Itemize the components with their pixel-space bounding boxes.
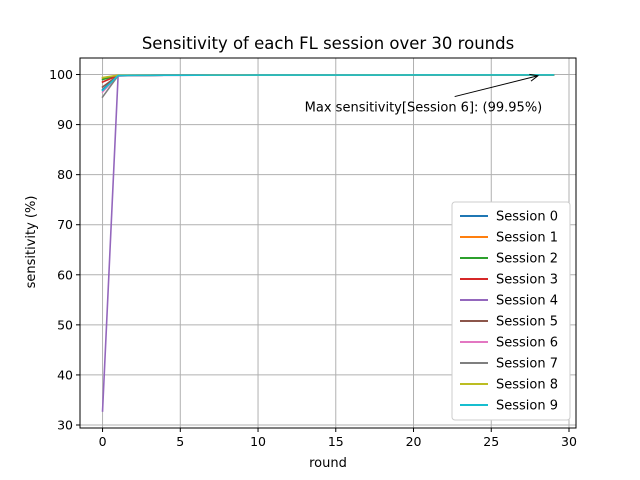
x-tick-label: 25 [483,434,499,449]
plot-frame [79,57,577,429]
legend: Session 0 Session 1 Session 2 Session 3 Sess… [451,201,571,421]
y-tick-label: 80 [57,167,73,182]
x-axis-label: round [309,456,347,471]
legend-label: Session 9 [496,399,558,414]
y-tick-label: 50 [57,317,73,332]
y-tick-label: 30 [57,417,73,432]
legend-box [451,201,571,421]
x-tick-label: 30 [561,434,577,449]
legend-label: Session 4 [496,294,558,309]
legend-label: Session 2 [496,252,558,267]
legend-label: Session 6 [496,336,558,351]
legend-label: Session 1 [496,231,558,246]
annotation-text: Max sensitivity[Session 6]: (99.95%) [305,101,543,116]
x-tick-label: 10 [250,434,266,449]
series-lines [101,73,555,412]
legend-label: Session 7 [496,357,558,372]
annotation-arrow-head [529,73,540,82]
chart-title: Sensitivity of each FL session over 30 r… [142,34,514,53]
y-tick-label: 70 [57,217,73,232]
y-tick-label: 90 [57,117,73,132]
annotation-arrow-line [454,75,539,98]
series-line-session-9 [101,74,555,92]
legend-label: Session 8 [496,378,558,393]
y-tick-label: 60 [57,267,73,282]
y-tick-label: 40 [57,367,73,382]
legend-label: Session 3 [496,273,558,288]
annotation: Max sensitivity[Session 6]: (99.95%) [305,73,543,116]
y-axis-label: sensitivity (%) [24,196,39,289]
x-tick-label: 20 [406,434,422,449]
y-tick-label: 100 [49,67,73,82]
x-tick-label: 15 [328,434,344,449]
legend-label: Session 5 [496,315,558,330]
axes: 0 5 10 15 20 25 30 30 40 50 60 70 80 90 100 [49,57,577,449]
legend-label: Session 0 [496,210,558,225]
x-tick-label: 5 [176,434,184,449]
x-tick-label: 0 [99,434,107,449]
